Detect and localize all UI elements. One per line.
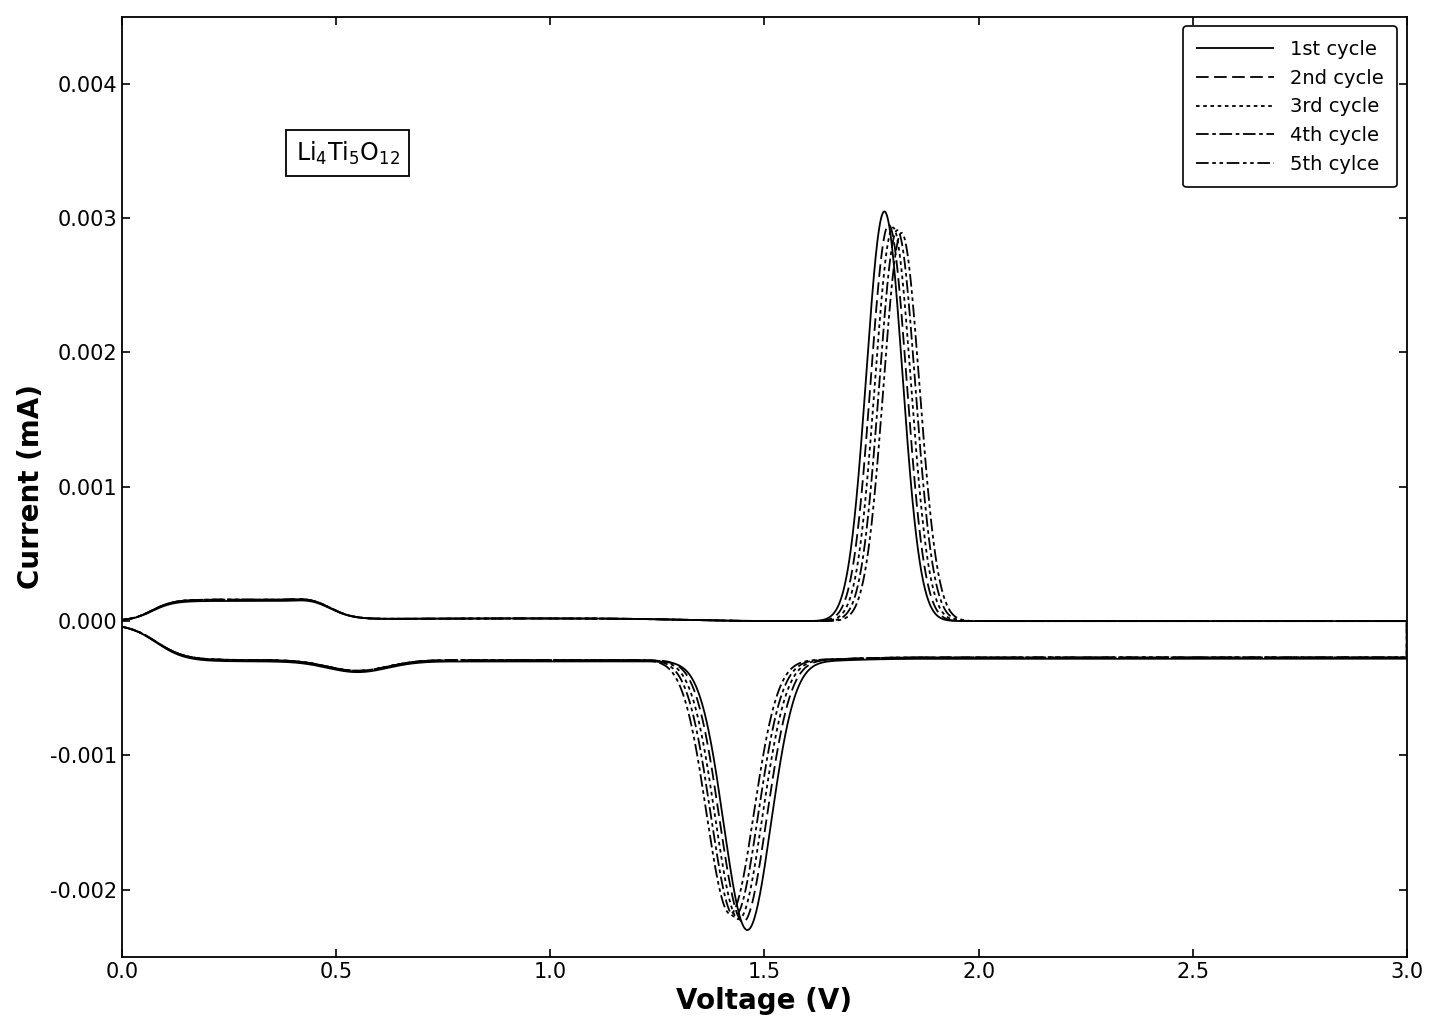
5th cylce: [893, 227, 910, 239]
3rd cycle: [1083, 615, 1100, 627]
5th cylce: [737, 615, 755, 627]
4th cycle: [114, 614, 131, 626]
4th cycle: [724, 615, 742, 627]
4th cycle: [737, 615, 755, 627]
Line: 3rd cycle: 3rd cycle: [122, 228, 1407, 920]
Y-axis label: Current (mA): Current (mA): [17, 384, 45, 589]
5th cylce: [1266, 615, 1283, 627]
2nd cycle: [1083, 615, 1100, 627]
2nd cycle: [724, 615, 742, 627]
1st cycle: [114, 614, 131, 626]
2nd cycle: [114, 620, 131, 633]
1st cycle: [876, 205, 893, 218]
2nd cycle: [734, 915, 752, 928]
1st cycle: [737, 615, 755, 627]
2nd cycle: [114, 614, 131, 626]
1st cycle: [710, 614, 727, 626]
5th cylce: [114, 620, 131, 633]
4th cycle: [888, 224, 906, 236]
2nd cycle: [710, 614, 727, 626]
3rd cycle: [730, 913, 747, 926]
4th cycle: [1266, 615, 1283, 627]
Text: Li$_4$Ti$_5$O$_{12}$: Li$_4$Ti$_5$O$_{12}$: [295, 139, 399, 166]
5th cylce: [710, 614, 727, 626]
4th cycle: [134, 627, 151, 640]
1st cycle: [1083, 615, 1100, 627]
3rd cycle: [724, 615, 742, 627]
Line: 4th cycle: 4th cycle: [122, 230, 1407, 916]
Line: 5th cylce: 5th cylce: [122, 233, 1407, 914]
2nd cycle: [737, 615, 755, 627]
3rd cycle: [1266, 615, 1283, 627]
Legend: 1st cycle, 2nd cycle, 3rd cycle, 4th cycle, 5th cylce: 1st cycle, 2nd cycle, 3rd cycle, 4th cyc…: [1182, 27, 1397, 188]
X-axis label: Voltage (V): Voltage (V): [677, 988, 852, 1015]
1st cycle: [1266, 615, 1283, 627]
1st cycle: [739, 924, 756, 936]
5th cylce: [724, 615, 742, 627]
1st cycle: [134, 627, 151, 640]
1st cycle: [724, 615, 742, 627]
1st cycle: [114, 620, 131, 633]
Line: 1st cycle: 1st cycle: [122, 212, 1407, 930]
4th cycle: [726, 910, 743, 923]
5th cylce: [721, 908, 739, 921]
5th cylce: [114, 614, 131, 626]
4th cycle: [710, 614, 727, 626]
3rd cycle: [134, 627, 151, 640]
Line: 2nd cycle: 2nd cycle: [122, 225, 1407, 922]
2nd cycle: [1266, 615, 1283, 627]
5th cylce: [1083, 615, 1100, 627]
2nd cycle: [880, 219, 897, 231]
3rd cycle: [114, 614, 131, 626]
3rd cycle: [737, 615, 755, 627]
2nd cycle: [134, 627, 151, 640]
3rd cycle: [114, 620, 131, 633]
5th cylce: [134, 627, 151, 640]
3rd cycle: [710, 614, 727, 626]
4th cycle: [1083, 615, 1100, 627]
3rd cycle: [884, 222, 901, 234]
4th cycle: [114, 620, 131, 633]
